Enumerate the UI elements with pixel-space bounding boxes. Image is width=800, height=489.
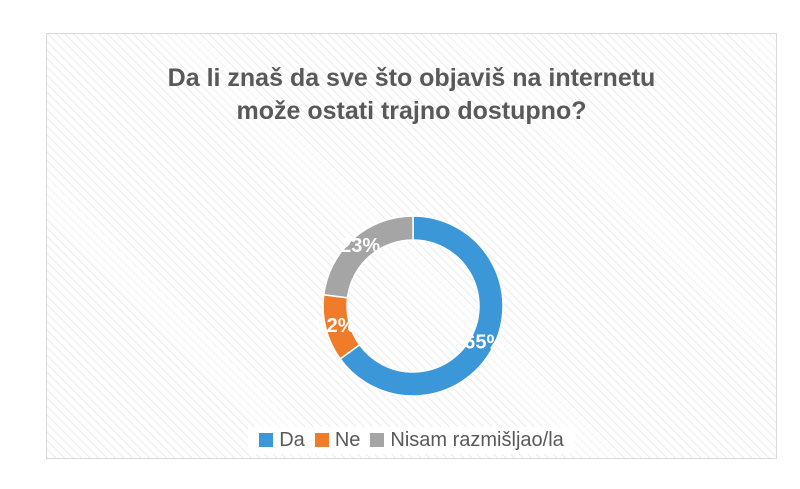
legend-label: Nisam razmišljao/la <box>390 429 564 451</box>
legend-item-ne: Ne <box>314 429 361 452</box>
donut-slice-da <box>339 215 504 397</box>
data-label-nisam-razmi-ljao-la: 23% <box>340 235 380 257</box>
chart-title-line-2: može ostati trajno dostupno? <box>236 97 587 125</box>
donut-slices <box>322 215 504 397</box>
legend-swatch <box>259 433 274 447</box>
legend-label: Da <box>279 429 305 451</box>
legend-item-da: Da <box>259 429 305 452</box>
data-label-ne: 12% <box>315 315 355 337</box>
legend: Da Ne Nisam razmišljao/la <box>47 427 776 454</box>
chart-title-line-1: Da li znaš da sve što objaviš na interne… <box>167 64 656 92</box>
donut-data-labels: 65% 12% 23% <box>315 235 504 353</box>
legend-swatch <box>370 433 385 447</box>
donut-slice-nisam-razmi-ljao-la <box>322 215 414 299</box>
legend-swatch <box>314 433 329 447</box>
donut-chart: 65% 12% 23% <box>315 215 505 397</box>
chart-title: Da li znaš da sve što objaviš na interne… <box>47 62 776 128</box>
legend-items: Da Ne Nisam razmišljao/la <box>248 427 575 454</box>
legend-item-nisam-razmi-ljao-la: Nisam razmišljao/la <box>370 429 564 452</box>
data-label-da: 65% <box>464 331 504 353</box>
legend-label: Ne <box>334 429 361 451</box>
chart-card: Da li znaš da sve što objaviš na interne… <box>46 33 777 459</box>
